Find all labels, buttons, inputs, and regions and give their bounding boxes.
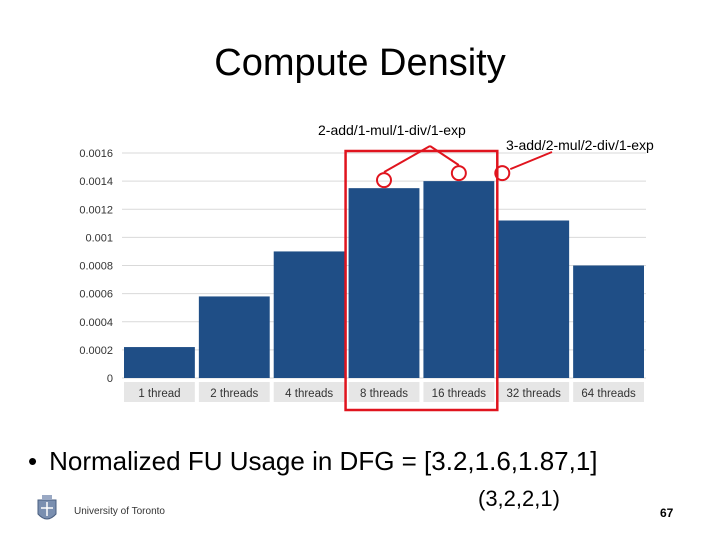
peak-circle	[450, 165, 467, 182]
x-tick-label: 2 threads	[210, 388, 258, 400]
x-tick-label: 4 threads	[285, 388, 333, 400]
bullet-marker: •	[28, 446, 38, 476]
annotation-arrow-right	[509, 151, 553, 171]
x-tick-label: 64 threads	[581, 388, 636, 400]
bar	[498, 220, 570, 378]
university-crest-icon	[37, 495, 57, 520]
y-tick-label: 0.0004	[79, 317, 113, 329]
paren-values: (3,2,2,1)	[478, 486, 560, 511]
x-label-box	[573, 382, 644, 402]
y-tick-label: 0.0006	[79, 289, 113, 301]
bar	[198, 296, 270, 378]
y-tick-label: 0.001	[85, 232, 113, 244]
peak-circle	[494, 165, 511, 182]
annotation-left: 2-add/1-mul/1-div/1-exp	[318, 122, 466, 138]
peak-circle	[376, 172, 392, 189]
annotation-right: 3-add/2-mul/2-div/1-exp	[506, 137, 654, 153]
y-tick-label: 0.0014	[79, 176, 113, 188]
slide-title: Compute Density	[214, 42, 506, 84]
bullet-text: Normalized FU Usage in DFG = [3.2,1.6,1.…	[49, 446, 598, 476]
y-tick-label: 0.0008	[79, 261, 113, 273]
y-tick-label: 0.0016	[79, 148, 113, 160]
y-tick-label: 0.0012	[79, 204, 113, 216]
university-name: University of Toronto	[74, 506, 165, 517]
page-number: 67	[660, 506, 674, 520]
x-label-box	[273, 382, 345, 402]
x-label-box	[348, 382, 420, 402]
annotation-arrow-left	[429, 145, 460, 166]
y-tick-label: 0	[107, 373, 113, 385]
x-label-box	[423, 382, 495, 402]
bar	[423, 181, 495, 378]
bar	[273, 251, 345, 378]
bar	[124, 347, 195, 378]
x-label-box	[498, 382, 570, 402]
bar	[348, 188, 420, 378]
bullet-point: • Normalized FU Usage in DFG = [3.2,1.6,1…	[28, 446, 598, 477]
x-tick-label: 1 thread	[138, 388, 180, 400]
x-tick-label: 8 threads	[360, 388, 408, 400]
y-tick-label: 0.0002	[79, 345, 113, 357]
x-label-box	[198, 382, 270, 402]
annotation-arrow-left	[383, 145, 431, 174]
x-label-box	[124, 382, 195, 402]
bar	[573, 265, 644, 378]
x-tick-label: 16 threads	[432, 388, 487, 400]
x-tick-label: 32 threads	[507, 388, 562, 400]
